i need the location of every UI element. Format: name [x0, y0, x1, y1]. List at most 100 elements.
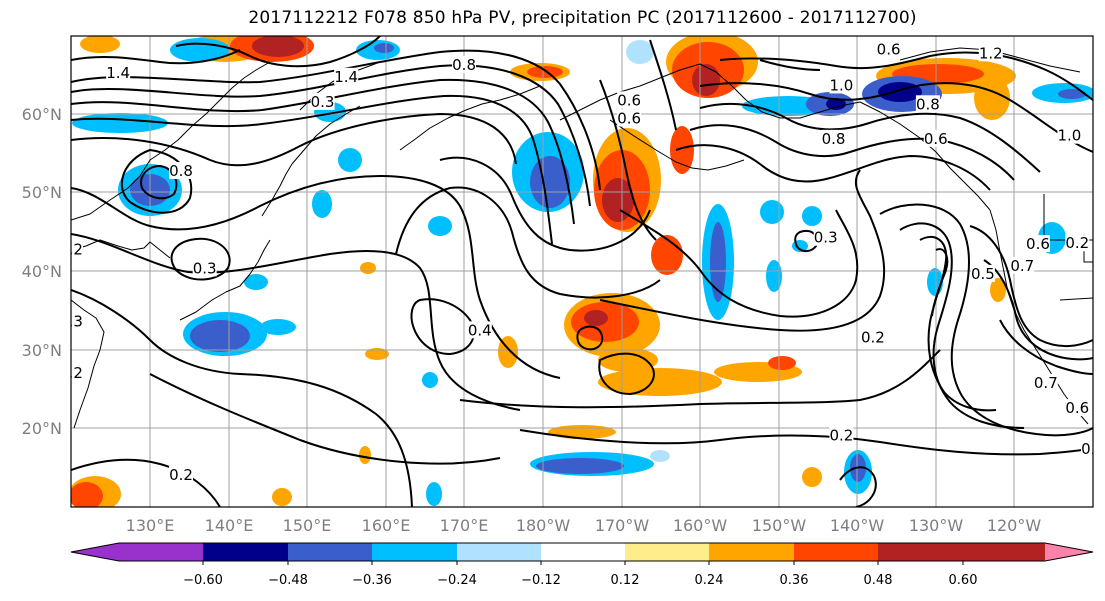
contour-line — [71, 49, 241, 65]
lat-label-20n: 20°N — [22, 419, 62, 438]
contour-label: 0.4 — [468, 321, 492, 339]
contour-line — [71, 175, 561, 379]
fill-patch — [252, 36, 304, 57]
contour-label: 1.0 — [1057, 127, 1081, 145]
lon-label-130w: 130°W — [909, 516, 964, 535]
contour-label-bg — [1025, 235, 1050, 253]
lon-label-120w: 120°W — [987, 516, 1042, 535]
fill-patch — [990, 278, 1006, 302]
contour-line — [459, 349, 941, 409]
lon-label-170e: 170°E — [440, 516, 489, 535]
fill-patch — [338, 148, 362, 172]
contour-label: 0.2 — [861, 328, 885, 346]
contour-label: 0.5 — [971, 265, 995, 283]
contour-label: 0.6 — [924, 130, 948, 148]
contour-line — [983, 259, 1093, 361]
contour-label-bg — [1033, 373, 1058, 391]
lon-label-140e: 140°E — [205, 516, 254, 535]
fill-patch — [651, 235, 683, 275]
contour-line — [71, 289, 413, 507]
contour-line — [599, 79, 657, 241]
contour-line — [699, 102, 1041, 173]
map-panel: 1.4 1.40.80.3 0.60.60.6 1.21.00.80.60.8 1.00… — [59, 35, 1094, 508]
kamchatka-tip — [399, 85, 541, 151]
alaska-south — [699, 63, 861, 119]
bering-west — [559, 63, 701, 121]
fill-patch — [374, 43, 394, 53]
contour-line — [71, 78, 575, 225]
colorbar-outline — [70, 542, 1094, 562]
contour-label-bg — [1065, 234, 1090, 252]
fill-patch — [598, 368, 722, 396]
fill-patch — [584, 310, 608, 326]
colorbar-segment — [457, 543, 541, 561]
contour-label-bg — [970, 264, 995, 282]
fill-patch — [422, 372, 438, 388]
lon-label-150e: 150°E — [283, 516, 332, 535]
contour-line — [839, 466, 877, 507]
contour-label-bg — [813, 228, 838, 246]
contour-label: 1.4 — [334, 68, 358, 86]
contour-line — [175, 36, 381, 68]
contour-line — [576, 325, 604, 351]
fill-patch — [692, 64, 720, 96]
contour-label-bg — [192, 259, 217, 277]
map-title: 2017112212 F078 850 hPa PV, precipitatio… — [248, 8, 917, 28]
contour-label: 0.3 — [59, 313, 83, 331]
contour-label-bg — [821, 129, 846, 147]
fill-patch — [802, 206, 822, 226]
pv-contours — [71, 36, 1093, 507]
contour-label: 0.6 — [1065, 399, 1089, 417]
contour-label: 0.2 — [59, 364, 83, 382]
contour-label: 0.8 — [822, 130, 846, 148]
fill-patch — [426, 482, 442, 506]
colorbar-segment — [963, 543, 1045, 561]
fill-patch — [710, 222, 726, 302]
fill-patch — [244, 274, 268, 290]
colorbar-tick-label: −0.12 — [521, 573, 561, 588]
fill-patch — [365, 348, 389, 360]
contour-line — [759, 59, 821, 71]
colorbar-tick-label: 0.48 — [864, 573, 893, 588]
contour-line — [149, 373, 501, 465]
fill-patch — [598, 348, 658, 372]
contour-label-bg — [169, 162, 194, 180]
contour-line — [879, 203, 1093, 437]
contour-line — [599, 169, 886, 332]
colorbar-tick-label: −0.24 — [437, 573, 477, 588]
contour-label: 0.8 — [916, 95, 940, 113]
contour-line — [931, 248, 949, 317]
colorbar-extend-right — [1045, 543, 1093, 561]
contour-line — [899, 222, 1025, 429]
contour-label: 1.2 — [979, 44, 1003, 62]
contour-line — [919, 235, 997, 412]
contour-label: 0.3 — [193, 259, 217, 277]
contour-label-bg — [617, 91, 642, 109]
contour-label-bg — [169, 465, 194, 483]
fill-patch — [312, 190, 332, 218]
contour-line — [598, 352, 655, 395]
contour-labels: 1.4 1.40.80.3 0.60.60.6 1.21.00.80.60.8 1.00… — [59, 40, 1093, 484]
contour-line — [999, 319, 1093, 375]
contour-label-bg — [106, 63, 131, 81]
lon-label-170w: 170°W — [595, 516, 650, 535]
fill-patch — [71, 482, 103, 507]
contour-line — [675, 144, 991, 191]
contour-line — [619, 209, 859, 318]
contour-line — [969, 225, 1093, 347]
colorbar-tick-label: 0.36 — [780, 573, 809, 588]
contour-label-bg — [71, 363, 83, 381]
contour-label: 0.3 — [311, 93, 335, 111]
lat-label-40n: 40°N — [22, 262, 62, 281]
contour-label: 0.6 — [617, 109, 641, 127]
contour-line — [649, 39, 677, 131]
contour-label: 0.7 — [1034, 374, 1058, 392]
fill-patch — [428, 216, 452, 236]
colorbar-segment — [203, 543, 288, 561]
contour-label: 0.7 — [1010, 257, 1034, 275]
contour-label-bg — [978, 44, 1003, 62]
contour-label: 1.0 — [830, 76, 854, 94]
contour-line — [410, 298, 475, 355]
contour-label: 0.8 — [452, 56, 476, 74]
contour-label-bg — [452, 56, 477, 74]
